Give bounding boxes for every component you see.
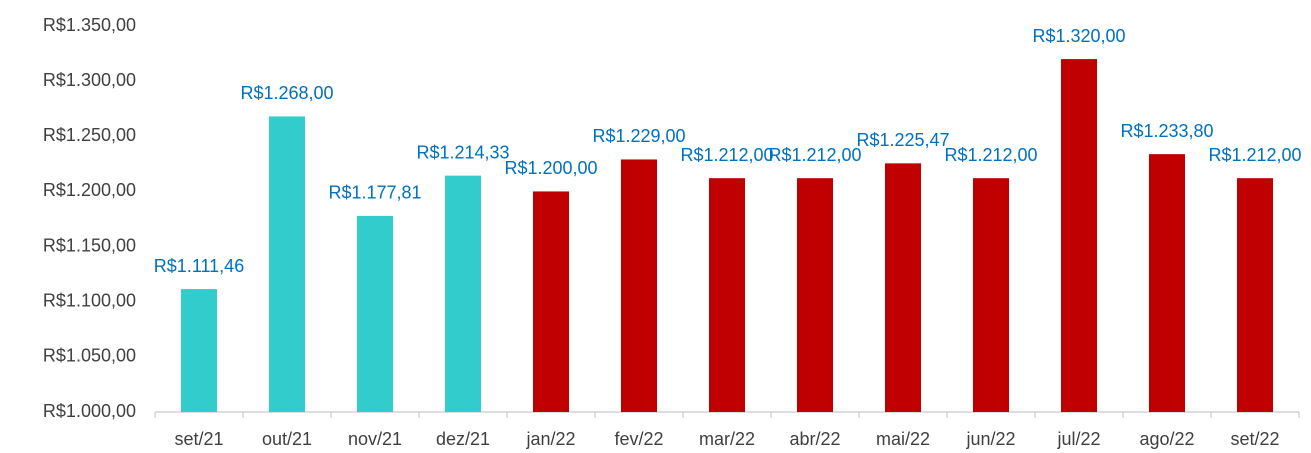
data-label: R$1.177,81 [328, 183, 421, 203]
data-label: R$1.200,00 [504, 158, 597, 178]
x-tick-label: nov/21 [348, 429, 402, 449]
x-tick-label: abr/22 [789, 429, 840, 449]
bar [621, 159, 657, 412]
y-tick-label: R$1.050,00 [43, 346, 136, 366]
x-tick-label: out/21 [262, 429, 312, 449]
data-label: R$1.212,00 [944, 145, 1037, 165]
bar [1061, 59, 1097, 412]
data-label: R$1.268,00 [240, 83, 333, 103]
data-label: R$1.212,00 [680, 145, 773, 165]
x-tick-label: mar/22 [699, 429, 755, 449]
data-label: R$1.212,00 [1208, 145, 1301, 165]
x-tick-label: jun/22 [965, 429, 1015, 449]
bar [269, 116, 305, 412]
x-tick-label: mai/22 [876, 429, 930, 449]
x-tick-label: fev/22 [614, 429, 663, 449]
y-tick-label: R$1.200,00 [43, 180, 136, 200]
y-tick-label: R$1.350,00 [43, 15, 136, 35]
data-label: R$1.111,46 [154, 256, 244, 276]
bar [973, 178, 1009, 412]
bar [357, 215, 393, 412]
bar [885, 163, 921, 412]
bar [1237, 178, 1273, 412]
data-label: R$1.320,00 [1032, 26, 1125, 46]
y-tick-label: R$1.000,00 [43, 401, 136, 421]
bar [709, 178, 745, 412]
data-label: R$1.212,00 [768, 145, 861, 165]
y-tick-label: R$1.250,00 [43, 125, 136, 145]
bar [797, 178, 833, 412]
x-tick-label: dez/21 [436, 429, 490, 449]
y-tick-label: R$1.150,00 [43, 235, 136, 255]
bar [445, 175, 481, 412]
x-tick-label: jan/22 [525, 429, 575, 449]
data-label: R$1.229,00 [592, 126, 685, 146]
bar [181, 289, 217, 412]
data-label: R$1.233,80 [1120, 121, 1213, 141]
data-label: R$1.214,33 [416, 142, 509, 162]
x-tick-label: ago/22 [1139, 429, 1194, 449]
bar [1149, 154, 1185, 413]
data-label: R$1.225,47 [856, 130, 949, 150]
bar [533, 191, 569, 412]
x-tick-label: set/21 [174, 429, 223, 449]
x-tick-label: jul/22 [1056, 429, 1100, 449]
x-tick-label: set/22 [1230, 429, 1279, 449]
y-tick-label: R$1.100,00 [43, 290, 136, 310]
y-tick-label: R$1.300,00 [43, 70, 136, 90]
